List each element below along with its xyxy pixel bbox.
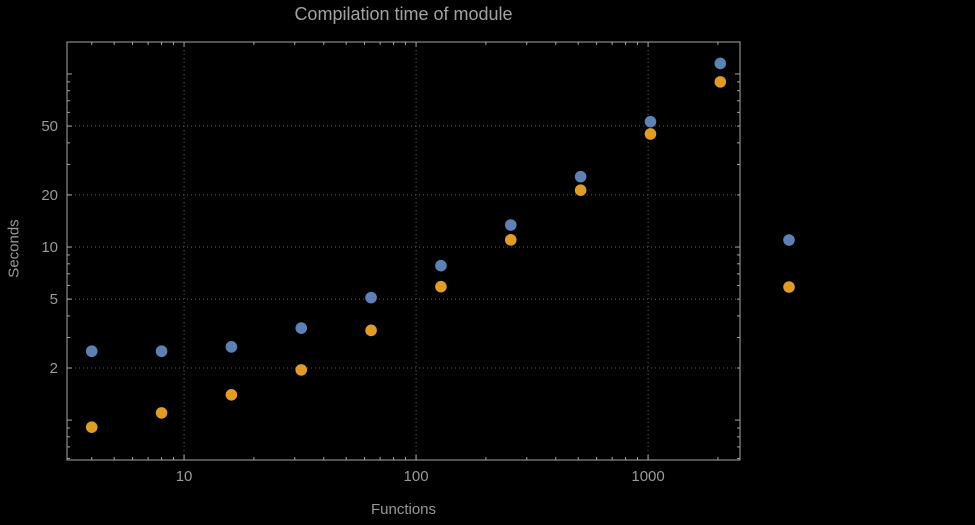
data-point-series-1-blue bbox=[225, 341, 238, 353]
y-tick-label: 50 bbox=[41, 118, 58, 135]
data-point-series-1-blue bbox=[155, 345, 168, 358]
data-point-series-2-orange bbox=[714, 76, 727, 88]
x-tick-label: 100 bbox=[404, 468, 429, 485]
data-point-series-2-orange bbox=[155, 407, 168, 419]
legend-marker-series-1-blue bbox=[783, 234, 795, 246]
data-point-series-1-blue bbox=[365, 291, 377, 304]
data-point-series-2-orange bbox=[365, 324, 377, 337]
chart-title: Compilation time of module bbox=[294, 4, 513, 24]
data-point-series-2-orange bbox=[504, 234, 517, 246]
data-point-series-1-blue bbox=[644, 115, 657, 128]
data-point-series-2-orange bbox=[85, 421, 98, 433]
data-point-series-2-orange bbox=[574, 184, 587, 196]
y-axis-label: Seconds bbox=[5, 219, 23, 278]
data-point-series-1-blue bbox=[435, 259, 447, 272]
data-point-series-1-blue bbox=[574, 170, 587, 183]
data-point-series-2-orange bbox=[435, 280, 447, 293]
data-point-series-2-orange bbox=[295, 364, 308, 376]
plot-frame bbox=[66, 41, 741, 461]
data-point-series-1-blue bbox=[714, 57, 727, 70]
legend-marker-series-2-orange bbox=[783, 281, 795, 293]
x-axis-label: Functions bbox=[370, 501, 437, 518]
y-tick-label: 20 bbox=[41, 187, 58, 204]
data-point-series-2-orange bbox=[225, 388, 238, 401]
data-point-series-1-blue bbox=[295, 322, 308, 334]
y-tick-label: 10 bbox=[41, 239, 58, 256]
y-tick-label: 2 bbox=[50, 360, 58, 377]
x-tick-label: 10 bbox=[176, 468, 193, 485]
data-point-series-2-orange bbox=[644, 128, 657, 140]
x-tick-label: 1000 bbox=[631, 468, 664, 485]
y-tick-label: 5 bbox=[50, 291, 58, 308]
data-point-series-1-blue bbox=[504, 219, 517, 231]
data-point-series-1-blue bbox=[85, 345, 98, 358]
